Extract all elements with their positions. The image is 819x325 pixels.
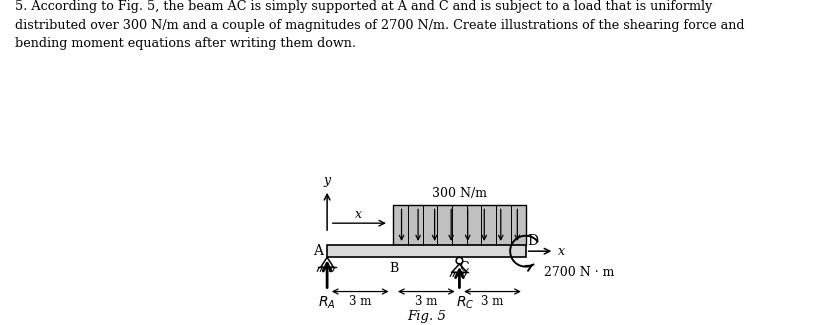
Bar [393,205,526,245]
Text: 5. According to Fig. 5, the beam AC is simply supported at A and C and is subjec: 5. According to Fig. 5, the beam AC is s… [15,0,744,50]
Text: x: x [558,245,564,258]
Text: C: C [459,261,469,274]
Text: A: A [313,244,324,258]
Text: 3 m: 3 m [415,295,437,308]
Text: 3 m: 3 m [482,295,504,308]
Text: $R_C$: $R_C$ [455,294,474,311]
Text: 2700 N · m: 2700 N · m [545,266,615,279]
Text: B: B [390,262,399,275]
Text: Fig. 5: Fig. 5 [407,310,446,323]
Text: 3 m: 3 m [349,295,371,308]
Text: y: y [324,174,331,187]
Text: 300 N/m: 300 N/m [432,187,487,200]
Bar [327,245,526,257]
Text: x: x [355,208,361,221]
Text: $R_A$: $R_A$ [319,294,336,311]
Text: D: D [527,234,538,248]
